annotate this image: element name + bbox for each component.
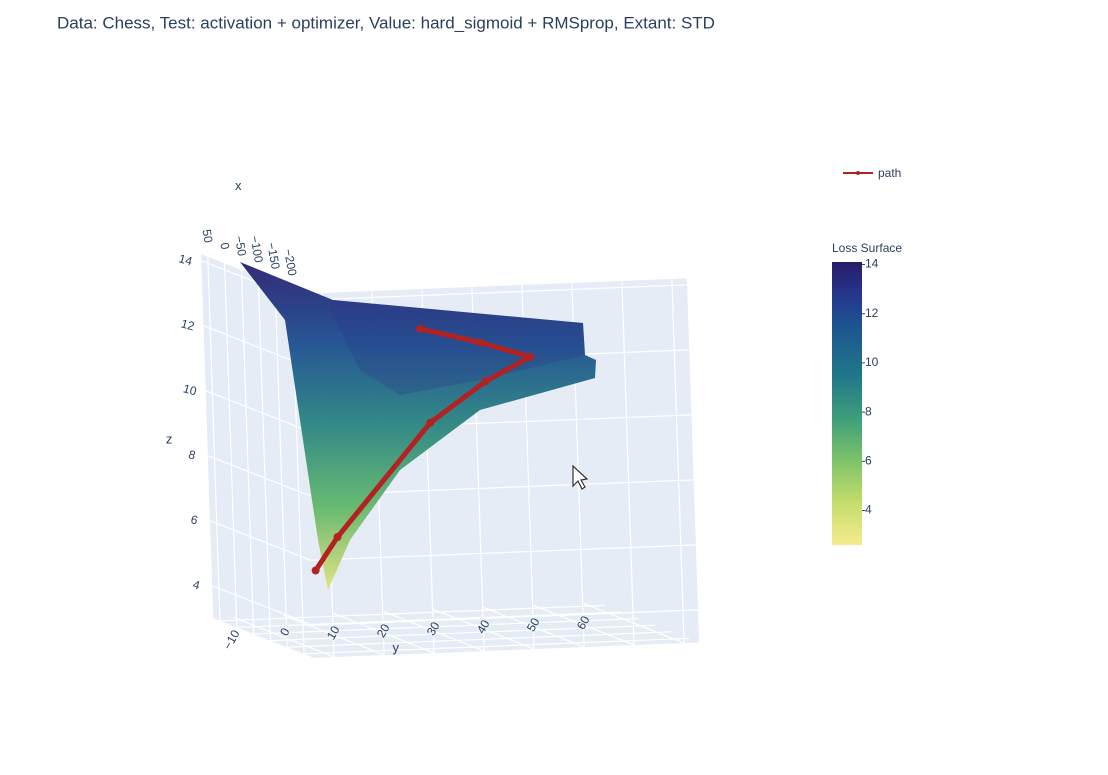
path-marker <box>476 338 485 347</box>
y-tick-label: 50 <box>524 615 543 634</box>
surface-patch <box>240 262 596 590</box>
grid-line <box>257 276 271 641</box>
y-tick-label: 60 <box>574 613 593 632</box>
z-tick-label: 8 <box>187 447 197 462</box>
grid-line <box>312 609 699 626</box>
path-marker <box>526 352 535 361</box>
path-marker <box>333 533 342 542</box>
x-tick-label: −200 <box>281 248 300 277</box>
x-tick-label: 50 <box>199 228 215 244</box>
axis-labels: 500 −50−100−150−200−10 0 10 20 30 40 50 60468101… <box>166 178 593 655</box>
y-tick-label: 30 <box>424 619 443 638</box>
grid-line <box>310 544 696 561</box>
grid-line <box>383 610 485 652</box>
z-tick-label: 14 <box>177 251 194 268</box>
path-marker <box>416 324 425 333</box>
grid-line <box>671 278 685 643</box>
grid-line <box>283 614 385 656</box>
path-marker <box>311 566 320 575</box>
y-tick-label: 10 <box>324 623 343 642</box>
legend-label: path <box>878 166 901 180</box>
x-axis-title: x <box>235 178 242 193</box>
x-tick-label: −150 <box>264 241 283 270</box>
x-tick-label: 0 <box>217 241 232 250</box>
colorbar-scale <box>832 262 862 545</box>
z-tick-label: 6 <box>189 512 199 527</box>
path-marker <box>426 418 435 427</box>
grid-line <box>533 604 635 646</box>
y-tick-label: 40 <box>474 617 493 636</box>
grid-line <box>621 280 635 645</box>
grid-line <box>211 585 314 626</box>
grid-line <box>209 520 312 561</box>
grid-line <box>302 284 688 301</box>
z-axis-title: z <box>166 432 173 447</box>
path-trace <box>311 324 535 575</box>
z-tick-label: 12 <box>179 316 196 333</box>
grid-line <box>333 612 435 654</box>
y-tick-label: −10 <box>220 627 242 652</box>
legend-marker <box>856 171 860 175</box>
x-tick-label: −100 <box>247 235 266 264</box>
colorbar-title: Loss Surface <box>832 241 902 255</box>
x-tick-label: −50 <box>232 235 249 258</box>
colorbar-tick-label: 14 <box>865 257 879 271</box>
grid-line <box>274 283 288 648</box>
grid-line <box>483 606 585 648</box>
colorbar-tick-label: 6 <box>865 454 872 468</box>
grid-line <box>583 602 685 644</box>
colorbar-tick-label: 12 <box>865 306 879 320</box>
z-tick-label: 4 <box>191 577 201 592</box>
grid-line <box>207 455 309 496</box>
path-marker <box>481 377 490 386</box>
legend: path <box>843 166 901 180</box>
surface <box>240 262 596 590</box>
wall-left <box>201 254 315 658</box>
colorbar: Loss Surface 4 6 8 10 12 14 <box>832 241 902 545</box>
grid-line <box>433 608 535 650</box>
z-tick-label: 10 <box>182 381 199 398</box>
y-tick-label: 20 <box>374 621 393 640</box>
grid-line <box>233 616 335 658</box>
chart-title: Data: Chess, Test: activation + optimize… <box>57 13 715 32</box>
colorbar-tick-label: 8 <box>865 404 872 418</box>
grid-line <box>240 269 255 635</box>
colorbar-tick-label: 10 <box>865 355 879 369</box>
grid-line <box>203 325 305 366</box>
grid-line <box>223 263 238 628</box>
surface-shade <box>330 300 585 395</box>
grid-line <box>207 256 221 621</box>
cursor <box>572 464 589 490</box>
y-axis-title: y <box>393 640 400 655</box>
colorbar-tick-label: 4 <box>865 503 872 517</box>
grid-line <box>205 390 307 431</box>
